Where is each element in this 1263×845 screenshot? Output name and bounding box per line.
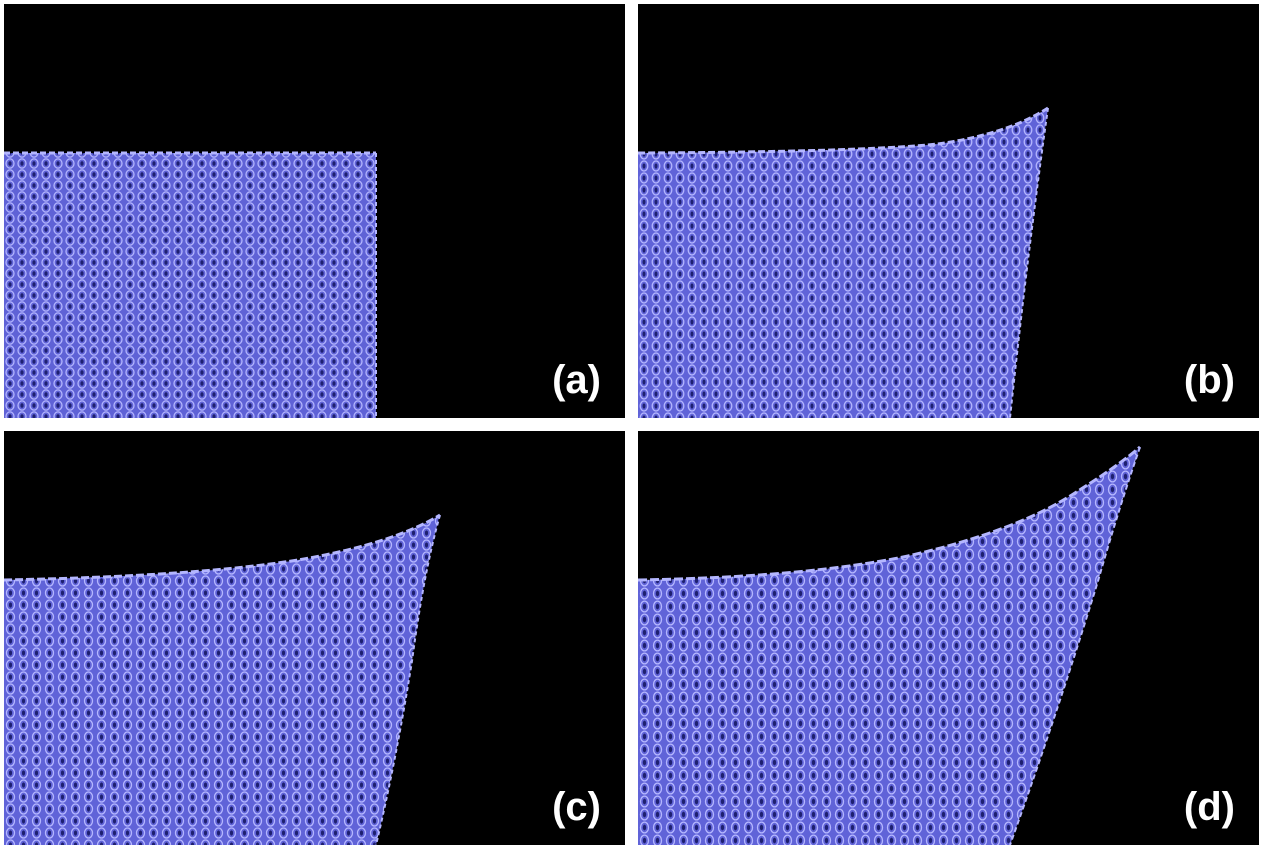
fabric-image-b	[638, 106, 1049, 418]
fabric-shape-d	[638, 447, 1140, 845]
fabric-shape-b	[638, 108, 1048, 418]
panel-label-a: (a)	[552, 358, 601, 402]
fabric-shape-a	[4, 153, 376, 418]
panel-label-c: (c)	[552, 785, 601, 829]
panel-d: (d)	[638, 431, 1259, 845]
panel-c: (c)	[4, 431, 625, 845]
fabric-shape-c	[4, 515, 440, 845]
panel-b: (b)	[638, 4, 1259, 418]
panel-label-b: (b)	[1183, 358, 1235, 402]
fabric-image-a	[4, 151, 377, 418]
panel-a: (a)	[4, 4, 625, 418]
panel-label-d: (d)	[1183, 785, 1235, 829]
fabric-image-d	[638, 445, 1141, 845]
fabric-image-c	[4, 513, 441, 845]
